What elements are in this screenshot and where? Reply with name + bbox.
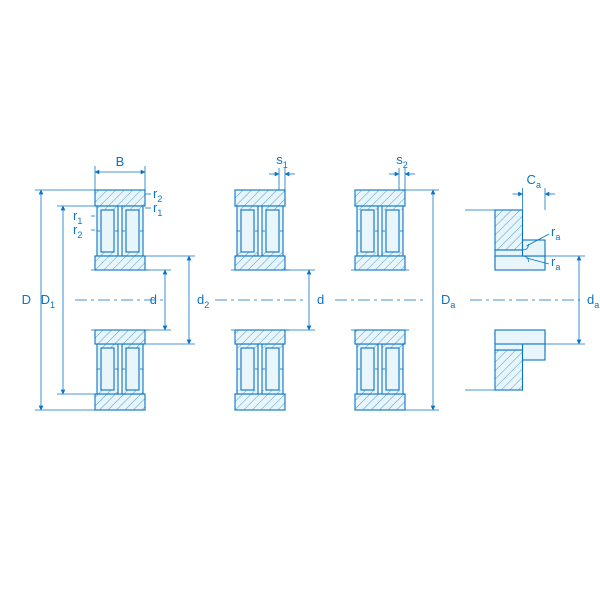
view3 [335,190,425,410]
label-D1: D1 [41,292,55,310]
label-d-v2: d [317,292,324,307]
label-da: da [587,292,599,310]
bearing-diagram: Br2r1r1r2DD1dd2s1ds2DaCararada [0,0,600,600]
label-Ca: Ca [527,172,541,190]
label-s1: s1 [276,152,288,170]
label-B: B [116,154,125,169]
view2 [215,190,305,410]
label-D: D [22,292,31,307]
label-Da: Da [441,292,455,310]
label-d2: d2 [197,292,209,310]
label-s2: s2 [396,152,408,170]
label-ra-bot: ra [551,254,560,272]
view4 [470,210,580,390]
label-d-v1: d [150,292,157,307]
label-ra-top: ra [551,224,560,242]
